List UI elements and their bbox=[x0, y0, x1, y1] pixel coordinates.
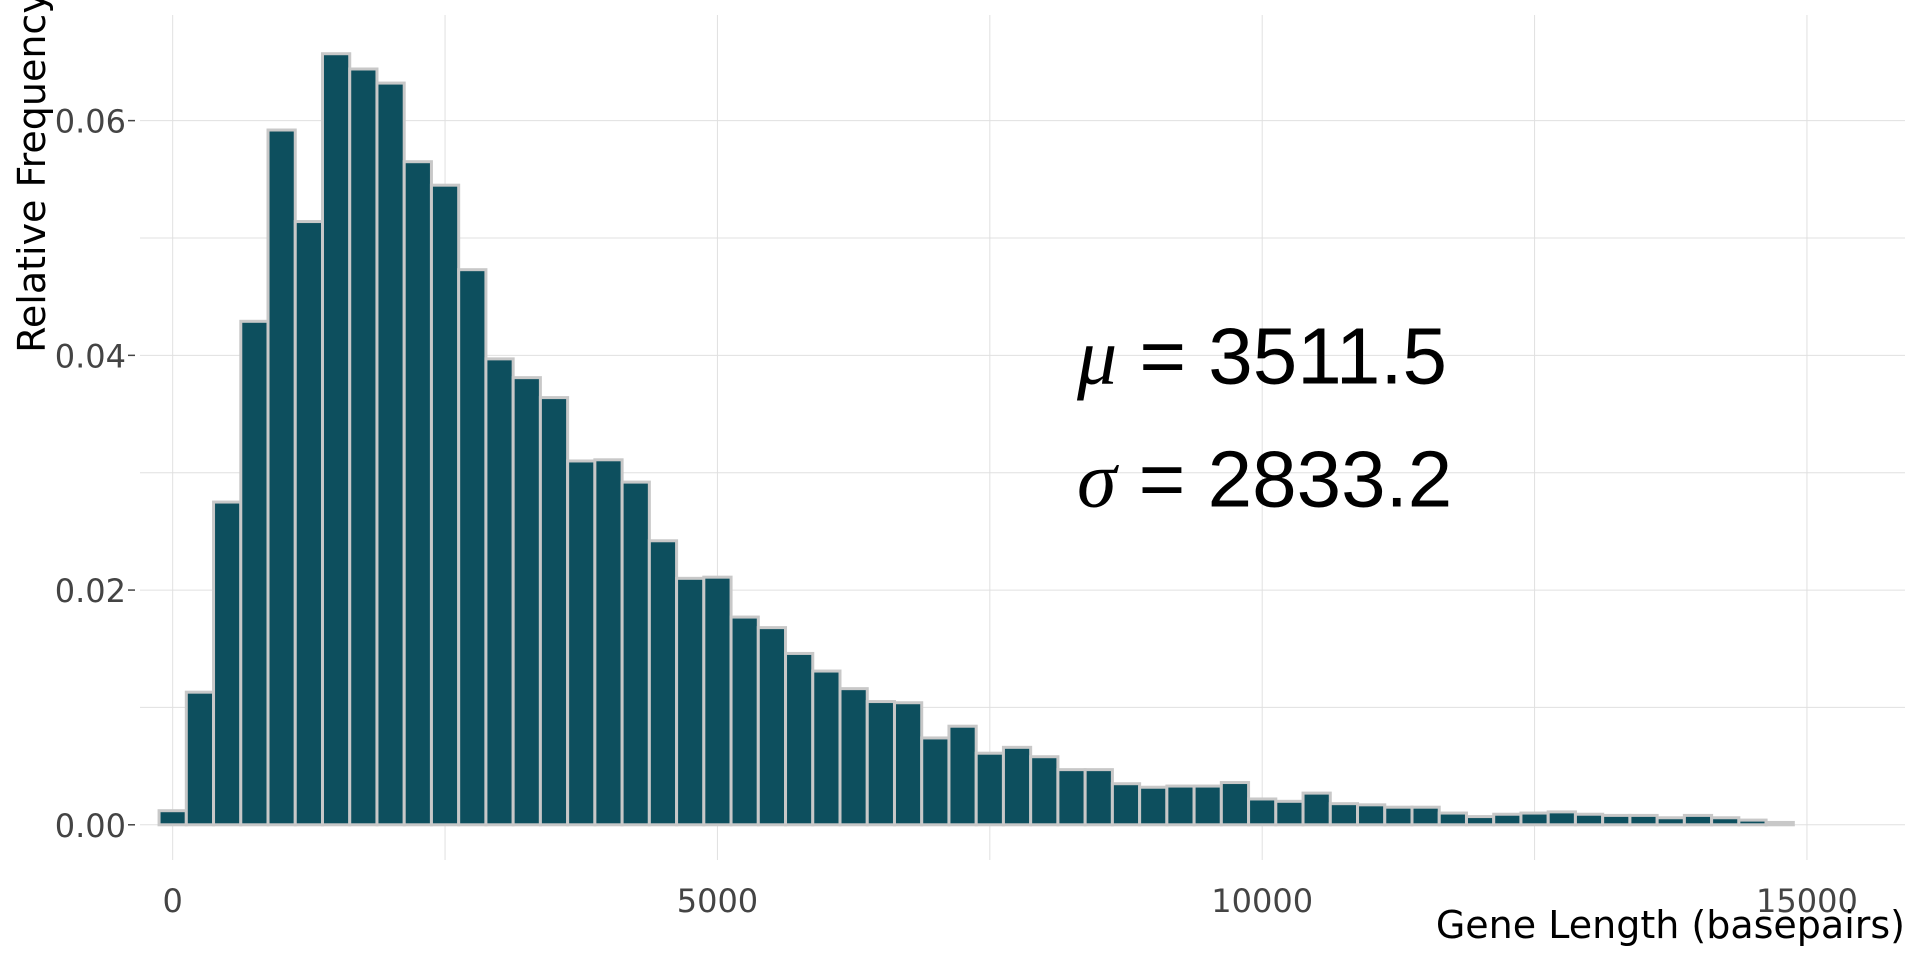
histogram-bar bbox=[702, 575, 733, 827]
histogram-bar bbox=[1356, 803, 1387, 827]
statistics-annotation: μ = 3511.5 σ = 2833.2 bbox=[1076, 311, 1452, 524]
stat-symbol: σ bbox=[1077, 437, 1119, 525]
x-tick-label: 5000 bbox=[677, 882, 758, 920]
histogram-bar bbox=[348, 67, 379, 827]
stat-annotation-line: σ = 2833.2 bbox=[1077, 435, 1452, 525]
x-tick-label: 15000 bbox=[1756, 882, 1858, 920]
y-tick-label: 0.00 bbox=[55, 807, 126, 845]
histogram-bar bbox=[239, 319, 270, 827]
histogram-bar bbox=[756, 626, 788, 827]
histogram-bar bbox=[566, 459, 597, 827]
histogram-bar bbox=[1601, 813, 1632, 827]
histogram-bar bbox=[920, 736, 951, 827]
histogram-bar bbox=[1628, 813, 1659, 827]
histogram-bar bbox=[1219, 781, 1251, 827]
histogram-bar bbox=[1737, 818, 1768, 827]
axis-ticks: 0.00 0.02 0.04 0.06 0 5000 10000 15000 bbox=[55, 103, 1858, 920]
histogram-bar bbox=[293, 220, 324, 827]
histogram-bar bbox=[1710, 816, 1741, 827]
histogram-bar bbox=[947, 724, 978, 827]
histogram-bar bbox=[320, 52, 352, 827]
histogram-bar bbox=[184, 690, 216, 827]
histogram-bar bbox=[647, 539, 679, 827]
histogram-bar bbox=[402, 160, 433, 827]
y-tick-label: 0.06 bbox=[55, 103, 126, 141]
histogram-bar bbox=[1165, 784, 1196, 827]
histogram-bar bbox=[620, 480, 651, 827]
histogram-bar bbox=[784, 651, 815, 827]
histogram-bar bbox=[1682, 813, 1714, 827]
histogram-bar bbox=[1655, 816, 1686, 827]
histogram-bar bbox=[729, 615, 760, 827]
x-tick-label: 10000 bbox=[1211, 882, 1313, 920]
histogram-bar bbox=[892, 701, 924, 827]
histogram-bar bbox=[838, 687, 869, 827]
stat-symbol: μ bbox=[1076, 313, 1117, 401]
histogram-bar bbox=[1492, 812, 1523, 827]
histogram-bar bbox=[1274, 799, 1305, 827]
histogram-bar bbox=[212, 500, 243, 827]
histogram-bar bbox=[1764, 820, 1795, 827]
histogram-bar bbox=[1573, 812, 1605, 827]
histogram-bar bbox=[1410, 805, 1441, 827]
histogram-bar bbox=[974, 751, 1005, 827]
histogram-bar bbox=[538, 396, 570, 827]
histogram-bar bbox=[375, 81, 406, 827]
stat-annotation-line: μ = 3511.5 bbox=[1076, 311, 1447, 401]
stat-value: = 3511.5 bbox=[1117, 311, 1447, 400]
x-axis-label: Gene Length (basepairs) bbox=[1436, 903, 1905, 947]
histogram-bar bbox=[429, 183, 461, 827]
histogram-bar bbox=[1029, 755, 1060, 827]
histogram-bar bbox=[1247, 797, 1278, 827]
histogram-bar bbox=[675, 576, 706, 827]
histogram-bar bbox=[811, 669, 842, 827]
histogram-bar bbox=[266, 128, 297, 827]
histogram-bar bbox=[457, 268, 488, 827]
x-tick-label: 0 bbox=[163, 882, 183, 920]
y-tick-label: 0.02 bbox=[55, 572, 126, 610]
stat-value: = 2833.2 bbox=[1116, 435, 1452, 524]
histogram-bar bbox=[1192, 784, 1223, 827]
y-axis-label: Relative Frequency bbox=[10, 0, 54, 353]
histogram-bar bbox=[1056, 768, 1087, 827]
histogram-bar bbox=[484, 357, 515, 827]
histogram-bar bbox=[1110, 782, 1142, 827]
histogram-bar bbox=[1383, 805, 1414, 827]
histogram-bar bbox=[1546, 810, 1577, 827]
histogram-bar bbox=[865, 700, 896, 827]
histogram-bar bbox=[1001, 745, 1033, 827]
y-tick-label: 0.04 bbox=[55, 337, 126, 375]
histogram-bar bbox=[1138, 785, 1169, 827]
histogram-bar bbox=[511, 376, 542, 827]
histogram-bar bbox=[1328, 802, 1360, 827]
histogram-bar bbox=[593, 458, 624, 827]
histogram-bar bbox=[1464, 815, 1496, 827]
histogram-bar bbox=[1519, 811, 1550, 827]
histogram-bars bbox=[157, 52, 1795, 827]
histogram-bar bbox=[1301, 791, 1332, 827]
histogram-bar bbox=[157, 809, 188, 827]
histogram-bar bbox=[1083, 768, 1114, 827]
histogram-bar bbox=[1437, 811, 1468, 827]
